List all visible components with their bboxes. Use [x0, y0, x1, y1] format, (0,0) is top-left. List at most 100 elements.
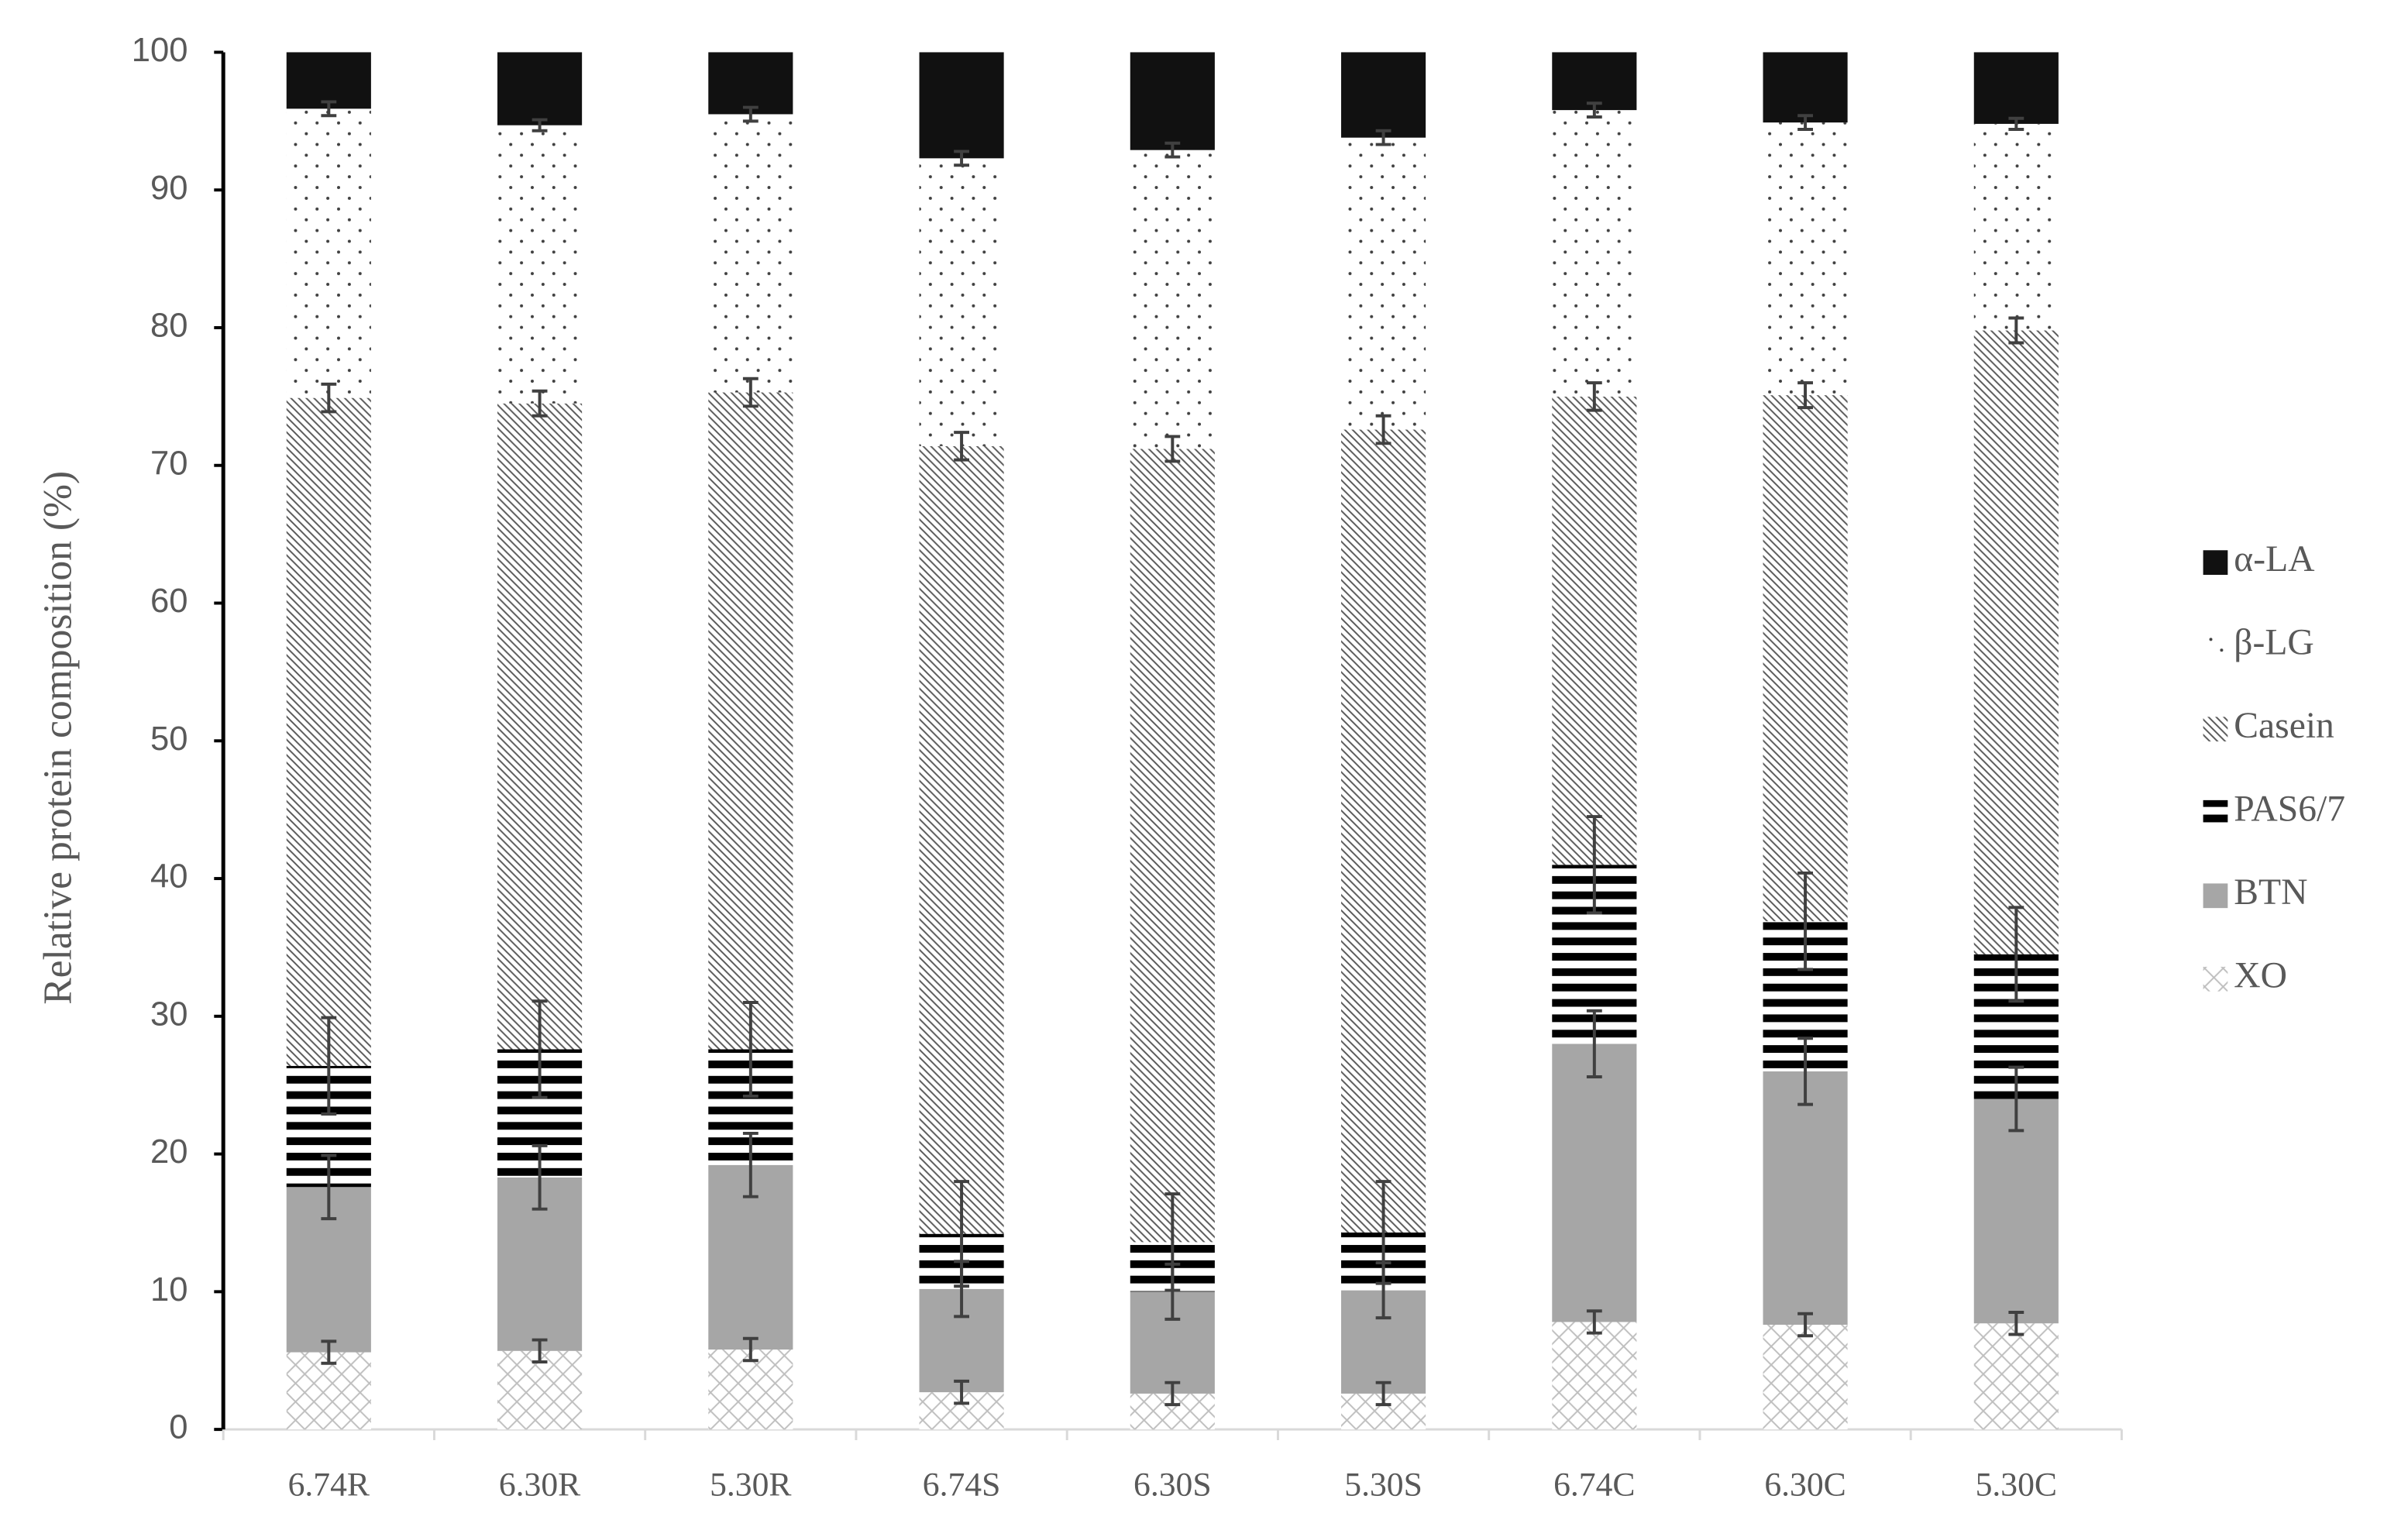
- bar-segment: [708, 1350, 793, 1430]
- error-bar: [742, 105, 759, 123]
- legend-swatch: [2203, 550, 2228, 576]
- error-bar: [531, 999, 548, 1099]
- bar-segment: [1763, 1325, 1848, 1430]
- bar-segment: [1130, 150, 1215, 449]
- bar-segment: [1973, 123, 2059, 331]
- bar-segment: [1763, 395, 1848, 922]
- error-bar: [1797, 381, 1814, 410]
- error-bar: [1164, 141, 1181, 159]
- bar-segment: [1763, 122, 1848, 396]
- error-bar-line: [954, 431, 969, 462]
- bar-segment: [1341, 429, 1426, 1233]
- y-tick-label: 10: [150, 1271, 188, 1308]
- error-bar-line: [1586, 381, 1602, 412]
- y-tick-label: 20: [150, 1133, 188, 1171]
- error-bar: [1586, 381, 1602, 412]
- bar-segment: [1763, 1071, 1848, 1326]
- error-bar-line: [742, 1001, 759, 1098]
- error-bar: [531, 1143, 548, 1211]
- error-bar-line: [1164, 141, 1181, 159]
- legend-label: α-LA: [2234, 539, 2315, 579]
- error-bar: [954, 1379, 969, 1405]
- bar-segment: [1130, 449, 1215, 1243]
- y-tick-label: 0: [169, 1408, 187, 1446]
- x-tick-label: 5.30C: [1976, 1467, 2057, 1504]
- y-axis-title: Relative protein composition (%): [36, 471, 81, 1005]
- error-bar-line: [954, 1379, 969, 1405]
- error-bar-line: [531, 1143, 548, 1211]
- error-bar-line: [321, 1154, 337, 1221]
- bar-segment: [286, 108, 371, 398]
- error-bar: [2008, 1311, 2024, 1336]
- error-bar: [2008, 1065, 2024, 1133]
- y-tick-label: 90: [150, 169, 188, 207]
- error-bar: [1164, 435, 1181, 463]
- error-bar: [742, 377, 759, 408]
- legend-label: BTN: [2234, 872, 2307, 913]
- bar-segment: [1552, 52, 1637, 111]
- error-bar: [1375, 1180, 1391, 1285]
- error-bar-line: [531, 999, 548, 1099]
- error-bar-line: [321, 382, 337, 414]
- error-bar: [321, 1339, 337, 1365]
- legend-label: Casein: [2234, 706, 2334, 746]
- error-bar: [742, 1336, 759, 1363]
- error-bar-line: [1375, 1381, 1391, 1407]
- x-tick-label: 6.30C: [1764, 1467, 1846, 1504]
- bar-segment: [1341, 52, 1426, 138]
- legend-swatch: [2203, 717, 2228, 742]
- y-tick-label: 50: [150, 720, 188, 758]
- bar-segment: [286, 52, 371, 109]
- error-bar-line: [2008, 1311, 2024, 1336]
- error-bar: [321, 1154, 337, 1221]
- error-bar-line: [1164, 435, 1181, 463]
- bar-segment: [919, 52, 1004, 159]
- bar-segment: [1552, 396, 1637, 865]
- y-tick-label: 30: [150, 995, 188, 1033]
- bar-segment: [1973, 1323, 2059, 1430]
- error-bar: [1586, 1309, 1602, 1335]
- error-bar-line: [2008, 116, 2024, 131]
- error-bar-line: [321, 100, 337, 118]
- error-bar-line: [531, 1338, 548, 1363]
- error-bar: [321, 382, 337, 414]
- x-tick-label: 6.30S: [1133, 1467, 1212, 1504]
- error-bar-line: [321, 1339, 337, 1365]
- error-bar: [1164, 1192, 1181, 1292]
- error-bar: [1797, 871, 1814, 971]
- y-tick-label: 80: [150, 307, 188, 345]
- x-tick-label: 6.74S: [923, 1467, 1001, 1504]
- error-bar-line: [1797, 1037, 1814, 1106]
- bar-segment: [286, 397, 371, 1066]
- error-bar-line: [742, 105, 759, 123]
- error-bar-line: [1586, 815, 1602, 915]
- error-bar-line: [1797, 871, 1814, 971]
- bar-segment: [1973, 52, 2059, 124]
- error-bar: [531, 118, 548, 132]
- bar-segment: [1341, 137, 1426, 430]
- error-bar-line: [1375, 1180, 1391, 1285]
- x-tick-label: 6.74R: [288, 1467, 370, 1504]
- error-bar-line: [954, 1180, 969, 1288]
- bar-segment: [286, 1352, 371, 1430]
- bar-segment: [708, 114, 793, 393]
- error-bar: [954, 150, 969, 167]
- error-bar-line: [531, 118, 548, 132]
- bar-segment: [1552, 1044, 1637, 1322]
- bar-segment: [1552, 110, 1637, 397]
- error-bar: [954, 1180, 969, 1288]
- error-bar: [1797, 114, 1814, 131]
- error-bar-line: [1797, 1312, 1814, 1338]
- y-tick-label: 60: [150, 582, 188, 620]
- error-bar: [1375, 129, 1391, 146]
- bar-segment: [1973, 330, 2059, 954]
- x-tick-label: 5.30R: [710, 1467, 792, 1504]
- error-bar: [742, 1131, 759, 1198]
- error-bar: [531, 1338, 548, 1363]
- error-bar-line: [531, 389, 548, 418]
- error-bar-line: [321, 1016, 337, 1116]
- bar-segment: [497, 52, 583, 126]
- error-bar-line: [742, 1131, 759, 1198]
- error-bar: [321, 100, 337, 118]
